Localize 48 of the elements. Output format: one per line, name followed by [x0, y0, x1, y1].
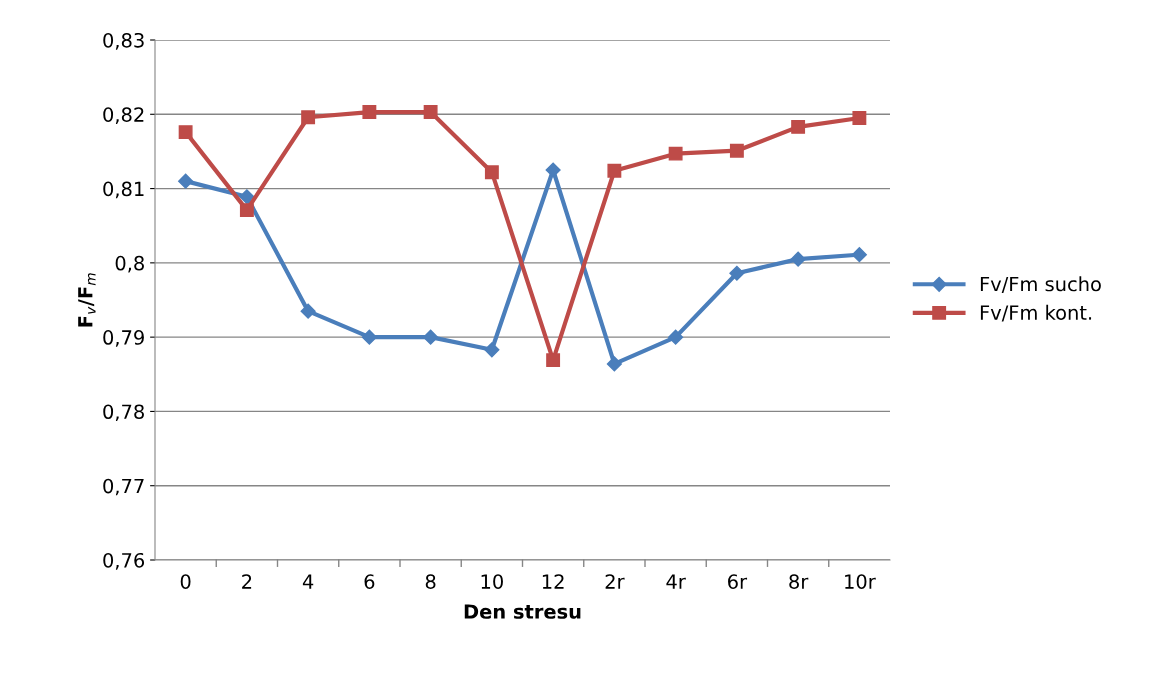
point	[423, 329, 439, 345]
point	[851, 247, 867, 263]
point	[545, 162, 561, 178]
x-tick-label: 6r	[728, 574, 748, 589]
y-tick-label: 0,81	[103, 181, 144, 199]
y-tick-label: 0,78	[103, 404, 144, 422]
point	[668, 146, 683, 161]
y-tick-label: 0,83	[103, 32, 144, 50]
x-tick-label: 2r	[605, 574, 625, 589]
point	[239, 189, 255, 205]
y-tick-label: 0,79	[103, 330, 144, 347]
x-tick-label: 8r	[789, 574, 809, 589]
x-tick-label: 4r	[666, 574, 686, 589]
legend-label: Fv/Fm kont.	[980, 304, 1092, 322]
y-tick-label: 0,8	[115, 255, 144, 273]
x-tick-label: 2	[242, 574, 252, 589]
point	[300, 303, 316, 319]
x-tick-label: 12	[542, 574, 564, 589]
y-tick-label: 0,82	[103, 107, 144, 124]
point	[362, 105, 377, 120]
point	[546, 353, 561, 368]
point	[668, 329, 684, 345]
point	[484, 165, 499, 180]
point	[301, 110, 316, 125]
x-tick-label: 10r	[845, 574, 876, 589]
point	[790, 251, 806, 267]
point	[791, 119, 806, 134]
point	[484, 342, 500, 358]
x-tick-label: 10	[481, 574, 503, 589]
y-tick-label: 0,77	[103, 478, 144, 496]
x-tick-label: 8	[425, 574, 436, 589]
point	[361, 329, 377, 345]
x-tick-label: 6	[364, 574, 375, 589]
point	[606, 356, 622, 372]
point	[178, 173, 194, 189]
y-tick-label: 0,76	[103, 552, 145, 570]
x-tick-label: 4	[302, 574, 314, 589]
point	[729, 143, 744, 158]
y-axis-title: F$_{v}$/F$_{m}$	[78, 273, 96, 327]
x-tick-label: 0	[180, 574, 191, 589]
point	[607, 163, 622, 178]
point	[729, 265, 745, 281]
point	[239, 203, 254, 218]
point	[423, 105, 438, 120]
legend-label: Fv/Fm sucho	[980, 276, 1101, 293]
point	[178, 125, 193, 140]
point	[852, 111, 867, 125]
x-axis-title: Den stresu	[464, 604, 581, 619]
